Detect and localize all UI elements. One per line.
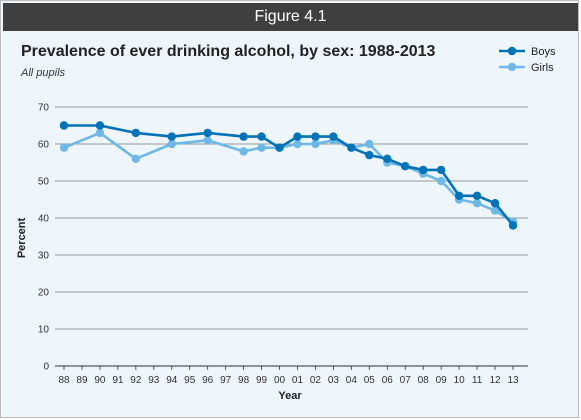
data-point-girls	[203, 136, 212, 145]
x-tick-label: 96	[202, 375, 214, 386]
chart-title: Prevalence of ever drinking alcohol, by …	[21, 43, 436, 60]
data-point-boys	[329, 132, 338, 141]
x-tick-label: 93	[148, 375, 160, 386]
data-point-girls	[490, 206, 500, 215]
x-tick-label: 08	[418, 375, 430, 386]
y-tick-label: 10	[38, 325, 50, 336]
legend-marker-girls	[507, 62, 517, 72]
x-tick-label: 02	[310, 375, 322, 386]
data-point-boys	[293, 132, 302, 141]
data-point-boys	[347, 143, 356, 152]
x-tick-label: 88	[58, 375, 70, 386]
data-point-boys	[167, 132, 176, 141]
data-point-girls	[239, 147, 248, 156]
x-tick-label: 13	[507, 375, 519, 386]
data-point-girls	[472, 199, 482, 208]
x-tick-label: 07	[400, 375, 412, 386]
x-tick-label: 03	[328, 375, 340, 386]
data-point-boys	[257, 132, 266, 141]
legend: Boys Girls	[499, 46, 556, 74]
data-point-boys	[59, 121, 69, 130]
y-tick-label: 50	[38, 177, 50, 188]
x-tick-label: 00	[274, 375, 286, 386]
data-point-girls	[311, 139, 320, 149]
x-tick-label: 91	[112, 375, 124, 386]
data-point-boys	[383, 154, 392, 163]
legend-label-boys: Boys	[531, 46, 556, 58]
x-tick-label: 05	[364, 375, 376, 386]
y-axis-title: Percent	[16, 217, 28, 258]
data-point-girls	[131, 154, 141, 163]
y-tick-label: 0	[43, 362, 49, 373]
data-point-boys	[311, 132, 320, 141]
y-tick-label: 40	[38, 214, 50, 225]
y-tick-label: 60	[38, 140, 50, 151]
x-tick-label: 89	[76, 375, 88, 386]
data-point-boys	[365, 150, 374, 160]
y-tick-label: 70	[38, 103, 50, 114]
series-line-boys	[64, 124, 515, 227]
data-point-boys	[490, 199, 500, 208]
data-point-boys	[275, 143, 284, 152]
x-tick-label: 95	[184, 375, 196, 386]
data-point-boys	[401, 162, 410, 171]
data-point-boys	[239, 132, 248, 141]
data-point-girls	[436, 176, 446, 186]
data-point-boys	[419, 165, 428, 175]
data-point-girls	[167, 139, 176, 149]
x-tick-label: 94	[166, 375, 178, 386]
legend-marker-boys	[507, 46, 517, 56]
data-point-boys	[436, 165, 446, 175]
x-tick-label: 10	[454, 375, 466, 386]
legend-label-girls: Girls	[531, 62, 554, 74]
x-tick-label: 09	[436, 375, 448, 386]
x-tick-label: 11	[472, 375, 483, 386]
data-point-boys	[131, 128, 141, 138]
data-point-boys	[203, 128, 212, 138]
x-tick-label: 90	[94, 375, 106, 386]
data-point-girls	[365, 139, 374, 149]
x-tick-label: 97	[220, 375, 232, 386]
x-tick-label: 06	[382, 375, 394, 386]
data-point-girls	[59, 143, 69, 152]
x-axis-title: Year	[278, 390, 302, 402]
data-point-girls	[95, 128, 105, 138]
data-point-boys	[454, 191, 464, 200]
x-tick-label: 04	[346, 375, 358, 386]
x-tick-label: 12	[489, 375, 501, 386]
x-tick-label: 99	[256, 375, 268, 386]
x-tick-label: 92	[130, 375, 142, 386]
y-tick-label: 20	[38, 288, 50, 299]
data-point-girls	[257, 143, 266, 152]
y-tick-label: 30	[38, 251, 50, 262]
data-point-boys	[95, 121, 105, 130]
x-tick-label: 98	[238, 375, 250, 386]
series-lines	[59, 121, 518, 230]
data-point-boys	[508, 221, 518, 230]
figure-label: Figure 4.1	[3, 3, 578, 31]
data-point-boys	[472, 191, 482, 200]
chart-subtitle: All pupils	[21, 67, 66, 79]
data-point-girls	[293, 139, 302, 149]
x-tick-label: 01	[292, 375, 304, 386]
